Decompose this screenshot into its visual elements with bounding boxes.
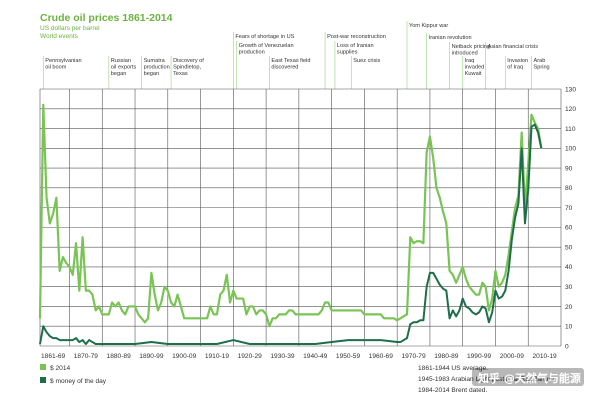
x-tick-label: 1870-79 (74, 353, 99, 360)
legend: $ 2014 $ money of the day (40, 364, 107, 385)
x-tick-label: 1920-29 (238, 353, 263, 360)
event-label: Pennsylvanian oil boom (45, 58, 81, 71)
x-tick-label: 1980-89 (434, 353, 459, 360)
y-tick-label: 10 (565, 324, 573, 331)
x-tick-label: 1970-79 (401, 353, 426, 360)
legend-label-money: $ money of the day (50, 378, 107, 385)
x-tick-label: 2010-19 (533, 353, 558, 360)
x-tick-label: 1910-19 (205, 353, 230, 360)
x-tick-label: 1990-99 (467, 353, 492, 360)
legend-swatch-2014 (40, 364, 46, 370)
event-label: Discovery of Spindletop, Texas (173, 58, 204, 77)
series-lines (38, 103, 543, 346)
y-tick-label: 20 (565, 304, 573, 311)
grid (39, 88, 562, 347)
event-label: Post-war reconstruction (327, 34, 386, 40)
event-label: Russian oil exports began (111, 58, 137, 77)
event-label: Suez crisis (353, 58, 380, 64)
footnote-1: 1861-1944 US average. (418, 365, 488, 372)
x-axis: 1861-69 1870-79 1880-89 1890-99 1900-09 1910-… (41, 353, 557, 360)
y-tick-label: 40 (565, 264, 573, 271)
x-tick-label: 1960-69 (369, 353, 394, 360)
event-label: East Texas field discovered (271, 58, 310, 71)
event-label: Iraq invaded Kuwait (465, 58, 485, 77)
event-label: Asian financial crisis (488, 44, 539, 50)
event-label: Netback pricing introduced (452, 44, 491, 57)
event-label: Loss of Iranian supplies (337, 43, 374, 56)
x-tick-label: 1890-99 (139, 353, 164, 360)
series-2014-line (38, 103, 543, 328)
y-tick-label: 110 (565, 126, 576, 133)
chart-source: World events (40, 33, 79, 40)
watermark-text: 知乎 @天然气与能源 (477, 371, 581, 385)
event-annotations: Pennsylvanian oil boom Russian oil exports b… (42, 21, 550, 89)
y-tick-label: 60 (565, 225, 573, 232)
y-axis: 0 10 20 30 40 50 60 70 80 90 100 110 120 130 (565, 86, 576, 350)
watermark: 知乎 @天然气与能源 (472, 368, 584, 386)
y-tick-label: 0 (565, 343, 569, 350)
legend-label-2014: $ 2014 (50, 365, 71, 372)
event-label: Iranian revolution (429, 35, 472, 41)
event-label: Yom Kippur war (409, 23, 448, 29)
event-label: Arab Spring (534, 58, 550, 71)
chart-subtitle: US dollars per barrel (40, 25, 100, 32)
x-tick-label: 1900-09 (172, 353, 197, 360)
y-tick-label: 80 (565, 185, 573, 192)
x-tick-label: 1950-59 (336, 353, 361, 360)
footnote-2: 1945-1983 Arabian Light posted at Ras Ta… (418, 376, 556, 383)
x-tick-label: 1940-49 (303, 353, 328, 360)
x-tick-label: 2000-09 (500, 353, 525, 360)
series-money-line (39, 123, 543, 346)
event-label: Fears of shortage in US (235, 34, 294, 40)
y-tick-label: 130 (565, 86, 576, 93)
x-tick-label: 1861-69 (41, 353, 66, 360)
legend-swatch-money (40, 377, 46, 383)
event-label: Invasion of Iraq (507, 58, 528, 71)
y-tick-label: 70 (565, 205, 573, 212)
x-tick-label: 1930-39 (270, 353, 295, 360)
event-label: Sumatra production began (144, 58, 170, 77)
y-tick-label: 120 (565, 106, 576, 113)
y-tick-label: 50 (565, 244, 573, 251)
chart-title: Crude oil prices 1861-2014 (40, 12, 173, 24)
y-tick-label: 100 (565, 146, 576, 153)
footnotes: 1861-1944 US average. 1945-1983 Arabian … (418, 365, 556, 394)
y-tick-label: 90 (565, 165, 573, 172)
y-tick-label: 30 (565, 284, 573, 291)
event-label: Growth of Venezuelan production (239, 43, 294, 56)
x-tick-label: 1880-89 (107, 353, 132, 360)
footnote-3: 1984-2014 Brent dated. (418, 387, 487, 394)
